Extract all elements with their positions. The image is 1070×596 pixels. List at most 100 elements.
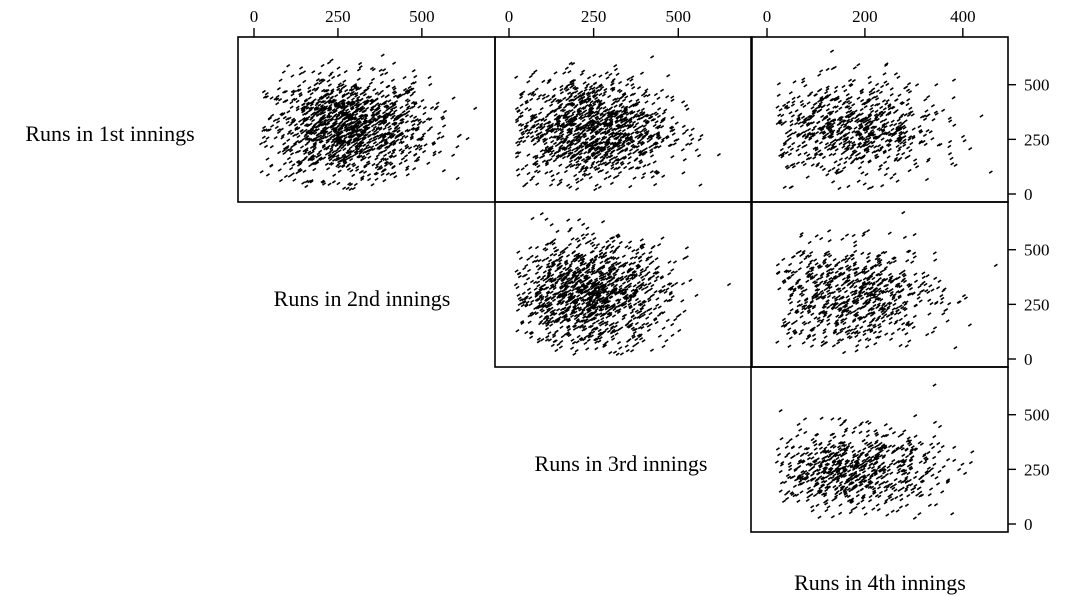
- data-point: [918, 141, 923, 145]
- data-point: [788, 262, 793, 267]
- data-point: [852, 267, 857, 272]
- data-point: [294, 126, 299, 130]
- data-point: [780, 154, 785, 159]
- data-point: [380, 157, 385, 161]
- data-point: [911, 292, 916, 296]
- data-point: [595, 319, 600, 323]
- data-point: [390, 134, 395, 139]
- data-point: [824, 114, 829, 119]
- data-point: [570, 237, 575, 241]
- data-point: [616, 245, 621, 249]
- data-point: [846, 105, 851, 109]
- data-point: [549, 316, 554, 321]
- data-point: [578, 336, 583, 341]
- data-point: [357, 121, 362, 125]
- data-point: [301, 70, 307, 74]
- data-point: [304, 179, 309, 184]
- data-point: [814, 293, 819, 298]
- data-point: [338, 88, 343, 92]
- data-point: [583, 320, 588, 325]
- data-point: [550, 139, 555, 144]
- data-point: [904, 300, 909, 304]
- data-point: [621, 271, 626, 275]
- data-point: [806, 308, 811, 313]
- data-point: [602, 146, 607, 151]
- data-point: [325, 95, 330, 100]
- data-point: [647, 276, 652, 280]
- data-point: [562, 266, 567, 271]
- data-point: [938, 142, 943, 147]
- data-point: [333, 109, 338, 114]
- data-point: [576, 107, 581, 112]
- data-point: [614, 270, 619, 274]
- data-point: [352, 115, 357, 120]
- data-point: [400, 120, 405, 125]
- data-point: [553, 109, 558, 114]
- data-point: [612, 97, 617, 102]
- data-point: [782, 142, 787, 147]
- data-point: [401, 134, 406, 139]
- data-point: [611, 86, 616, 91]
- data-point: [571, 103, 576, 108]
- data-point: [534, 290, 539, 295]
- data-point: [340, 142, 345, 146]
- data-point: [645, 289, 650, 293]
- data-point: [895, 144, 900, 148]
- data-point: [298, 161, 303, 165]
- data-point: [427, 75, 432, 80]
- data-point: [428, 117, 433, 121]
- data-point: [885, 166, 890, 171]
- data-point: [305, 129, 310, 134]
- data-point: [630, 131, 635, 136]
- data-point: [557, 127, 562, 132]
- data-point: [831, 290, 836, 295]
- data-point: [841, 119, 846, 123]
- data-point: [563, 86, 568, 91]
- data-point: [900, 121, 905, 126]
- data-point: [575, 162, 580, 167]
- data-point: [606, 300, 611, 304]
- data-point: [814, 287, 819, 292]
- data-point: [308, 106, 313, 111]
- data-point: [887, 104, 892, 109]
- data-point: [551, 298, 557, 303]
- data-point: [567, 148, 572, 153]
- data-point: [544, 162, 550, 167]
- panel-points: [775, 49, 993, 191]
- data-point: [367, 155, 372, 159]
- data-point: [362, 124, 367, 129]
- data-point: [367, 130, 372, 135]
- data-point: [844, 137, 849, 141]
- data-point: [327, 107, 333, 111]
- data-point: [324, 135, 329, 139]
- data-point: [568, 61, 573, 66]
- data-point: [635, 98, 640, 103]
- data-point: [871, 271, 876, 275]
- data-point: [516, 250, 521, 254]
- data-point: [341, 140, 346, 144]
- data-point: [350, 135, 355, 139]
- data-point: [303, 151, 308, 156]
- data-point: [519, 114, 524, 119]
- data-point: [814, 234, 819, 238]
- data-point: [609, 236, 614, 240]
- data-point: [859, 89, 864, 93]
- data-point: [861, 267, 866, 272]
- data-point: [319, 116, 324, 120]
- data-point: [363, 100, 368, 105]
- data-point: [639, 337, 644, 341]
- data-point: [802, 104, 807, 108]
- data-point: [314, 121, 319, 126]
- data-point: [906, 113, 911, 118]
- data-point: [832, 302, 837, 306]
- data-point: [803, 83, 808, 88]
- data-point: [581, 92, 586, 97]
- data-point: [606, 304, 611, 308]
- data-point: [807, 156, 813, 161]
- data-point: [519, 298, 524, 302]
- data-point: [369, 66, 374, 71]
- data-point: [616, 301, 621, 305]
- data-point: [684, 246, 689, 250]
- data-point: [384, 71, 389, 76]
- data-point: [552, 292, 557, 296]
